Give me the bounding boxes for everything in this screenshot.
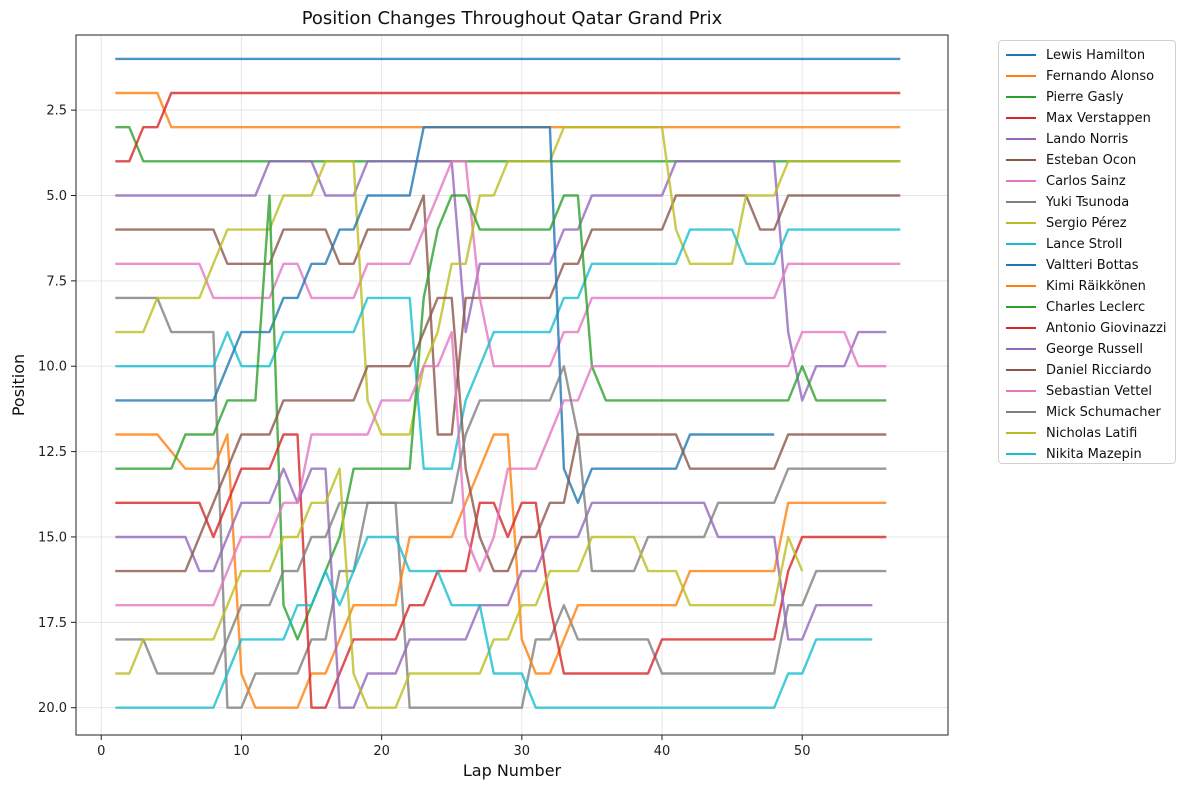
- legend-label: Nicholas Latifi: [1046, 425, 1138, 441]
- legend-label: Yuki Tsunoda: [1046, 194, 1130, 210]
- legend-swatch: [1006, 243, 1036, 245]
- y-axis-label: Position: [9, 354, 28, 416]
- legend-item: Sergio Pérez: [999, 213, 1127, 233]
- legend-label: Antonio Giovinazzi: [1046, 320, 1167, 336]
- legend-label: Pierre Gasly: [1046, 89, 1124, 105]
- series-line-lando-norris: [115, 160, 887, 402]
- legend-swatch: [1006, 180, 1036, 182]
- legend-label: Valtteri Bottas: [1046, 257, 1139, 273]
- y-tick-label: 15.0: [38, 530, 67, 545]
- legend-label: Esteban Ocon: [1046, 152, 1137, 168]
- series-line-carlos-sainz: [115, 160, 901, 368]
- legend-swatch: [1006, 138, 1036, 140]
- legend-label: Max Verstappen: [1046, 110, 1151, 126]
- legend-swatch: [1006, 75, 1036, 77]
- legend-item: George Russell: [999, 339, 1143, 359]
- legend-swatch: [1006, 411, 1036, 413]
- series-lines: [115, 57, 901, 709]
- legend-label: Sergio Pérez: [1046, 215, 1127, 231]
- series-line-george-russell: [115, 467, 873, 709]
- legend-item: Max Verstappen: [999, 108, 1151, 128]
- legend-item: Sebastian Vettel: [999, 381, 1152, 401]
- legend-swatch: [1006, 117, 1036, 119]
- legend-label: Charles Leclerc: [1046, 299, 1146, 315]
- legend-item: Nikita Mazepin: [999, 444, 1142, 464]
- legend-item: Lando Norris: [999, 129, 1128, 149]
- legend-swatch: [1006, 264, 1036, 266]
- y-axis-ticks: 2.5 5.0 7.5 10.0 12.5 15.0 17.5 20.0: [38, 104, 76, 716]
- legend-label: Mick Schumacher: [1046, 404, 1161, 420]
- legend-swatch: [1006, 201, 1036, 203]
- legend-label: Daniel Ricciardo: [1046, 362, 1152, 378]
- legend-item: Mick Schumacher: [999, 402, 1161, 422]
- series-line-charles-leclerc: [115, 194, 887, 641]
- legend-swatch: [1006, 453, 1036, 455]
- series-line-pierre-gasly: [115, 125, 901, 163]
- legend-swatch: [1006, 222, 1036, 224]
- legend-swatch: [1006, 327, 1036, 329]
- y-tick-label: 12.5: [38, 445, 67, 460]
- legend-swatch: [1006, 369, 1036, 371]
- y-tick-label: 2.5: [46, 104, 67, 119]
- series-line-daniel-ricciardo: [115, 296, 887, 573]
- legend-label: Sebastian Vettel: [1046, 383, 1152, 399]
- legend-label: Lando Norris: [1046, 131, 1129, 147]
- series-line-antonio-giovinazzi: [115, 433, 887, 709]
- legend-swatch: [1006, 348, 1036, 350]
- y-tick-label: 20.0: [38, 701, 67, 716]
- x-axis-label: Lap Number: [463, 761, 562, 780]
- legend-item: Daniel Ricciardo: [999, 360, 1151, 380]
- series-line-lance-stroll: [115, 228, 901, 470]
- legend-swatch: [1006, 306, 1036, 308]
- x-tick-label: 10: [233, 744, 250, 759]
- legend-label: Nikita Mazepin: [1046, 446, 1142, 462]
- legend-item: Fernando Alonso: [999, 66, 1154, 86]
- x-tick-label: 30: [514, 744, 531, 759]
- series-line-nikita-mazepin: [115, 535, 873, 709]
- legend-swatch: [1006, 390, 1036, 392]
- legend-item: Lewis Hamilton: [999, 45, 1145, 65]
- legend-item: Pierre Gasly: [999, 87, 1124, 107]
- legend-item: Charles Leclerc: [999, 297, 1145, 317]
- legend-label: George Russell: [1046, 341, 1143, 357]
- chart-title: Position Changes Throughout Qatar Grand …: [302, 8, 723, 29]
- x-tick-label: 40: [654, 744, 671, 759]
- series-line-mick-schumacher: [115, 365, 887, 675]
- series-line-nicholas-latifi: [115, 467, 804, 709]
- legend-item: Valtteri Bottas: [999, 255, 1139, 275]
- y-tick-label: 17.5: [38, 616, 67, 631]
- legend-swatch: [1006, 96, 1036, 98]
- legend-swatch: [1006, 159, 1036, 161]
- x-tick-label: 20: [373, 744, 390, 759]
- legend-label: Lance Stroll: [1046, 236, 1123, 252]
- y-tick-label: 5.0: [46, 189, 67, 204]
- legend-swatch: [1006, 432, 1036, 434]
- x-tick-label: 50: [794, 744, 811, 759]
- series-line-valtteri-bottas: [115, 125, 775, 504]
- legend-item: Nicholas Latifi: [999, 423, 1137, 443]
- legend-item: Lance Stroll: [999, 234, 1122, 254]
- legend-item: Yuki Tsunoda: [999, 192, 1129, 212]
- x-tick-label: 0: [97, 744, 105, 759]
- legend-item: Esteban Ocon: [999, 150, 1136, 170]
- legend-swatch: [1006, 285, 1036, 287]
- plot-frame: [75, 34, 949, 736]
- y-tick-label: 7.5: [46, 274, 67, 289]
- series-line-esteban-ocon: [115, 194, 901, 436]
- chart-legend: Lewis Hamilton Fernando Alonso Pierre Gasl…: [998, 40, 1176, 464]
- legend-label: Lewis Hamilton: [1046, 47, 1146, 63]
- legend-item: Antonio Giovinazzi: [999, 318, 1167, 338]
- series-line-sebastian-vettel: [115, 330, 887, 607]
- legend-swatch: [1006, 54, 1036, 56]
- x-axis-ticks: 0 10 20 30 40 50: [97, 735, 810, 759]
- legend-label: Fernando Alonso: [1046, 68, 1155, 84]
- y-tick-label: 10.0: [38, 360, 67, 375]
- legend-item: Kimi Räikkönen: [999, 276, 1146, 296]
- legend-label: Carlos Sainz: [1046, 173, 1126, 189]
- legend-item: Carlos Sainz: [999, 171, 1126, 191]
- legend-label: Kimi Räikkönen: [1046, 278, 1146, 294]
- series-line-max-verstappen: [115, 91, 901, 163]
